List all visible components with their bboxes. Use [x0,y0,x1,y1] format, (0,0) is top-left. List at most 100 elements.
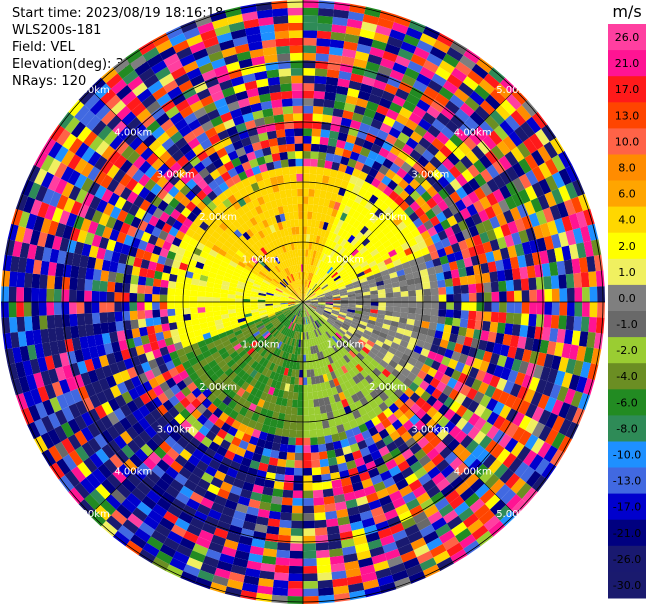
velocity-gate [414,207,426,218]
velocity-gate [412,485,427,499]
velocity-gate [524,337,535,351]
velocity-gate [522,137,538,154]
velocity-gate [408,296,417,302]
velocity-gate [482,350,493,363]
velocity-gate [1,286,9,302]
velocity-gate [448,333,459,343]
velocity-gate [289,37,303,46]
velocity-gate [310,257,315,266]
velocity-gate [545,175,559,192]
velocity-gate [491,291,500,302]
velocity-gate [277,53,291,62]
velocity-gate [495,83,512,100]
velocity-gate [85,324,95,337]
velocity-gate [407,237,418,248]
velocity-gate [535,128,550,146]
velocity-gate [324,306,333,310]
colorbar-tick-label: 13.0 [615,109,640,122]
velocity-gate [346,288,355,293]
velocity-gate [373,272,382,279]
velocity-gate [344,264,352,271]
velocity-gate [303,0,319,8]
velocity-gate [346,18,363,29]
velocity-gate [295,430,303,438]
velocity-gate [322,312,330,318]
velocity-gate [46,275,56,289]
velocity-gate [326,388,334,397]
velocity-gate [588,317,597,333]
velocity-gate [400,161,413,173]
velocity-gate [430,233,441,244]
velocity-gate [307,392,314,400]
velocity-gate [39,274,48,289]
velocity-gate [361,413,371,424]
velocity-gate [267,76,281,86]
velocity-gate [505,408,519,423]
velocity-gate [419,66,436,80]
velocity-gate [419,524,436,538]
velocity-gate [320,129,331,138]
velocity-gate [318,279,325,286]
velocity-gate [389,69,405,82]
velocity-gate [464,492,480,508]
velocity-gate [440,374,451,385]
velocity-gate [368,93,382,105]
velocity-gate [528,212,540,228]
velocity-gate [311,273,316,282]
velocity-gate [405,564,423,577]
velocity-gate [368,260,377,268]
velocity-gate [367,278,376,285]
velocity-gate [340,398,350,408]
velocity-gate [388,403,399,414]
ring-label: 3.00km [157,170,195,181]
velocity-gate [382,541,398,554]
velocity-gate [314,519,327,529]
velocity-gate [446,515,463,530]
velocity-gate [320,366,327,375]
velocity-gate [355,231,364,241]
velocity-gate [359,277,368,284]
velocity-gate [511,267,521,280]
velocity-gate [377,65,393,77]
velocity-gate [538,178,552,195]
velocity-gate [329,249,336,258]
velocity-gate [136,293,145,302]
velocity-gate [332,305,341,308]
velocity-gate [318,0,335,10]
velocity-gate [375,520,390,532]
velocity-gate [388,211,399,222]
velocity-gate [327,137,338,147]
velocity-gate [352,280,361,286]
velocity-gate [309,281,314,289]
velocity-gate [454,430,468,444]
velocity-gate [326,525,340,535]
velocity-gate [432,411,444,424]
velocity-gate [338,257,346,265]
velocity-gate [489,375,501,388]
velocity-gate [381,90,396,102]
velocity-gate [540,222,551,238]
velocity-gate [449,412,462,426]
velocity-gate [369,546,385,558]
velocity-gate [442,385,454,397]
velocity-gate [287,151,296,160]
velocity-gate [319,280,326,287]
velocity-gate [299,226,303,235]
velocity-gate [307,289,312,296]
velocity-gate [455,186,468,200]
velocity-gate [338,70,352,81]
velocity-gate [401,334,411,343]
velocity-gate [393,306,401,313]
velocity-gate [498,391,510,405]
velocity-gate [314,345,320,353]
velocity-gate [76,278,86,291]
velocity-gate [334,178,343,188]
velocity-gate [537,194,550,210]
velocity-gate [413,345,423,355]
velocity-gate [346,198,355,208]
velocity-gate [340,55,355,66]
velocity-gate [432,257,442,267]
velocity-gate [429,377,441,389]
velocity-gate [429,315,439,324]
velocity-gate [333,226,341,235]
